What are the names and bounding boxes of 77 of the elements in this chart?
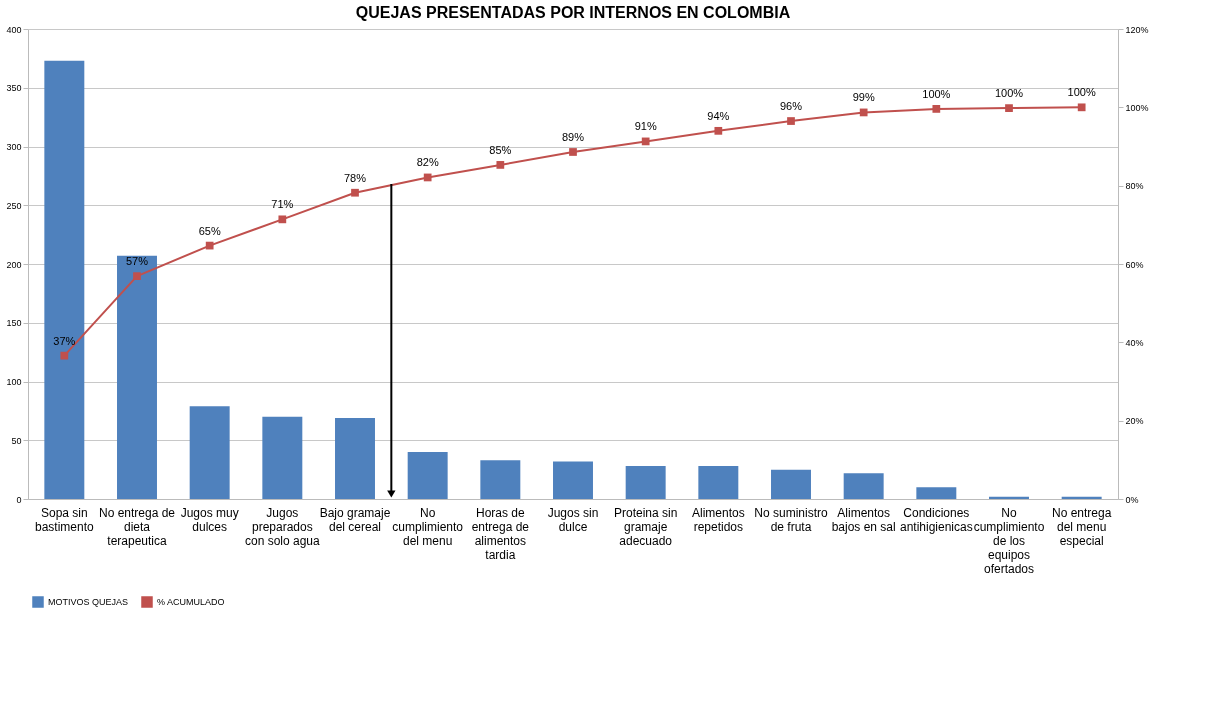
point [278,215,287,224]
x-tick-label: Proteina sin gramaje adecuado [613,505,678,548]
y2-tick-label: 100% [1125,102,1149,113]
bar [189,406,230,499]
data-label: 99% [852,91,875,104]
data-label: 37% [53,334,76,347]
data-label: 78% [343,171,367,184]
data-label: 100% [994,87,1024,100]
bar [625,466,666,499]
point [787,117,795,125]
x-tick-label: Jugos muy dulces [180,505,239,534]
point [351,188,359,197]
y2-tick-label: 120% [1125,24,1149,35]
x-tick-label: Jugos sin dulce [547,505,599,534]
y2-tick-label: 40% [1125,337,1144,348]
bar [771,469,811,499]
point [496,161,505,169]
x-tick-label: No entrega del menu especial [1051,505,1112,548]
legend-label: % ACUMULADO [157,597,225,607]
data-label: 57% [125,255,149,268]
data-label: 96% [779,100,803,113]
bar [843,473,884,499]
data-label: 65% [198,224,221,237]
point [205,241,214,250]
bar [117,255,157,499]
point [423,173,432,182]
bar [335,417,375,499]
y2-tick-label: 80% [1125,181,1144,192]
point [1077,103,1086,112]
point [1005,104,1013,112]
x-tick-label: Sopa sin bastimento [34,505,95,534]
point [859,108,868,117]
data-label: 100% [1067,86,1096,99]
x-tick-label: No entrega de dieta terapeutica [98,505,176,548]
bar [262,416,303,499]
y2-tick-label: 60% [1125,259,1144,270]
data-label: 89% [561,130,585,143]
y-tick-label: 150 [6,318,22,329]
bar [44,60,85,499]
x-tick-label: No cumplimiento de los equipos ofertados [973,505,1045,576]
chart-title: QUEJAS PRESENTADAS POR INTERNOS EN COLOMBIA [355,4,791,21]
y-tick-label: 350 [6,83,22,94]
bar [916,487,957,499]
data-label: 71% [271,198,294,211]
y-tick-label: 250 [6,200,22,211]
bar [553,461,593,499]
y-tick-label: 50 [11,435,22,446]
y-tick-label: 0 [16,494,22,505]
x-tick-label: Alimentos repetidos [691,505,745,534]
x-tick-label: Jugos preparados con solo agua [244,505,321,548]
data-label: 100% [922,87,951,100]
legend-label: MOTIVOS QUEJAS [48,597,129,607]
point [714,126,723,135]
bar [698,466,739,499]
point [60,351,69,360]
data-label: 91% [634,120,657,133]
bar [407,452,448,499]
data-label: 94% [707,109,730,122]
y-tick-label: 400 [6,24,22,35]
x-tick-label: Bajo gramaje del cereal [319,505,391,534]
x-tick-label: Horas de entrega de alimentos tardia [471,505,530,562]
y-tick-label: 300 [6,142,22,152]
y-tick-label: 200 [6,259,22,270]
data-label: 82% [416,156,439,169]
data-label: 85% [489,143,512,156]
bar [480,460,521,499]
point [641,137,650,146]
point [932,105,941,113]
point [133,272,141,281]
x-tick-label: Alimentos bajos en sal [831,505,896,534]
x-tick-label: No suministro de fruta [754,505,828,534]
x-tick-label: Condiciones antihigienicas [899,505,973,534]
x-tick-label: No cumplimiento del menu [392,505,464,548]
y2-tick-label: 0% [1125,494,1139,505]
y2-tick-label: 20% [1125,416,1144,427]
point [569,148,577,156]
y-tick-label: 100 [6,377,22,387]
